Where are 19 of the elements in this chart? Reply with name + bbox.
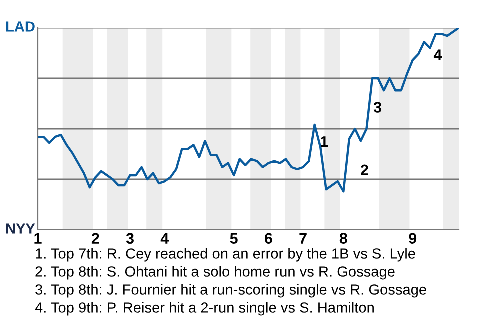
x-tick-label: 6 [264, 233, 272, 244]
x-tick-label: 5 [230, 233, 238, 244]
x-tick-label: 4 [160, 233, 170, 244]
x-tick-label: 7 [300, 233, 307, 244]
text: LAD [6, 22, 35, 32]
text: NYY [6, 224, 36, 234]
annotation: 3 [374, 102, 382, 113]
annotation: 4 [434, 50, 442, 60]
x-tick-label: 1 [34, 233, 42, 244]
annotation: 1 [321, 136, 328, 148]
text: 4. Top 9th: P. Reiser hit a 2-run single vs S. Hamilton [35, 302, 374, 316]
text: 1. Top 7th: R. Cey reached on an error by the 1B vs S. Lyle [36, 248, 416, 262]
text: 3. Top 8th: J. Fournier hit a run-scoring single vs R. Gossage [36, 284, 426, 298]
x-tick-label: 9 [409, 233, 417, 244]
x-tick-label: 3 [126, 233, 134, 244]
annotation: 2 [361, 164, 368, 176]
x-tick-label: 2 [92, 233, 100, 244]
x-tick-label: 8 [340, 233, 348, 244]
text: 2. Top 8th: S. Ohtani hit a solo home run vs R. Gossage [36, 266, 395, 280]
